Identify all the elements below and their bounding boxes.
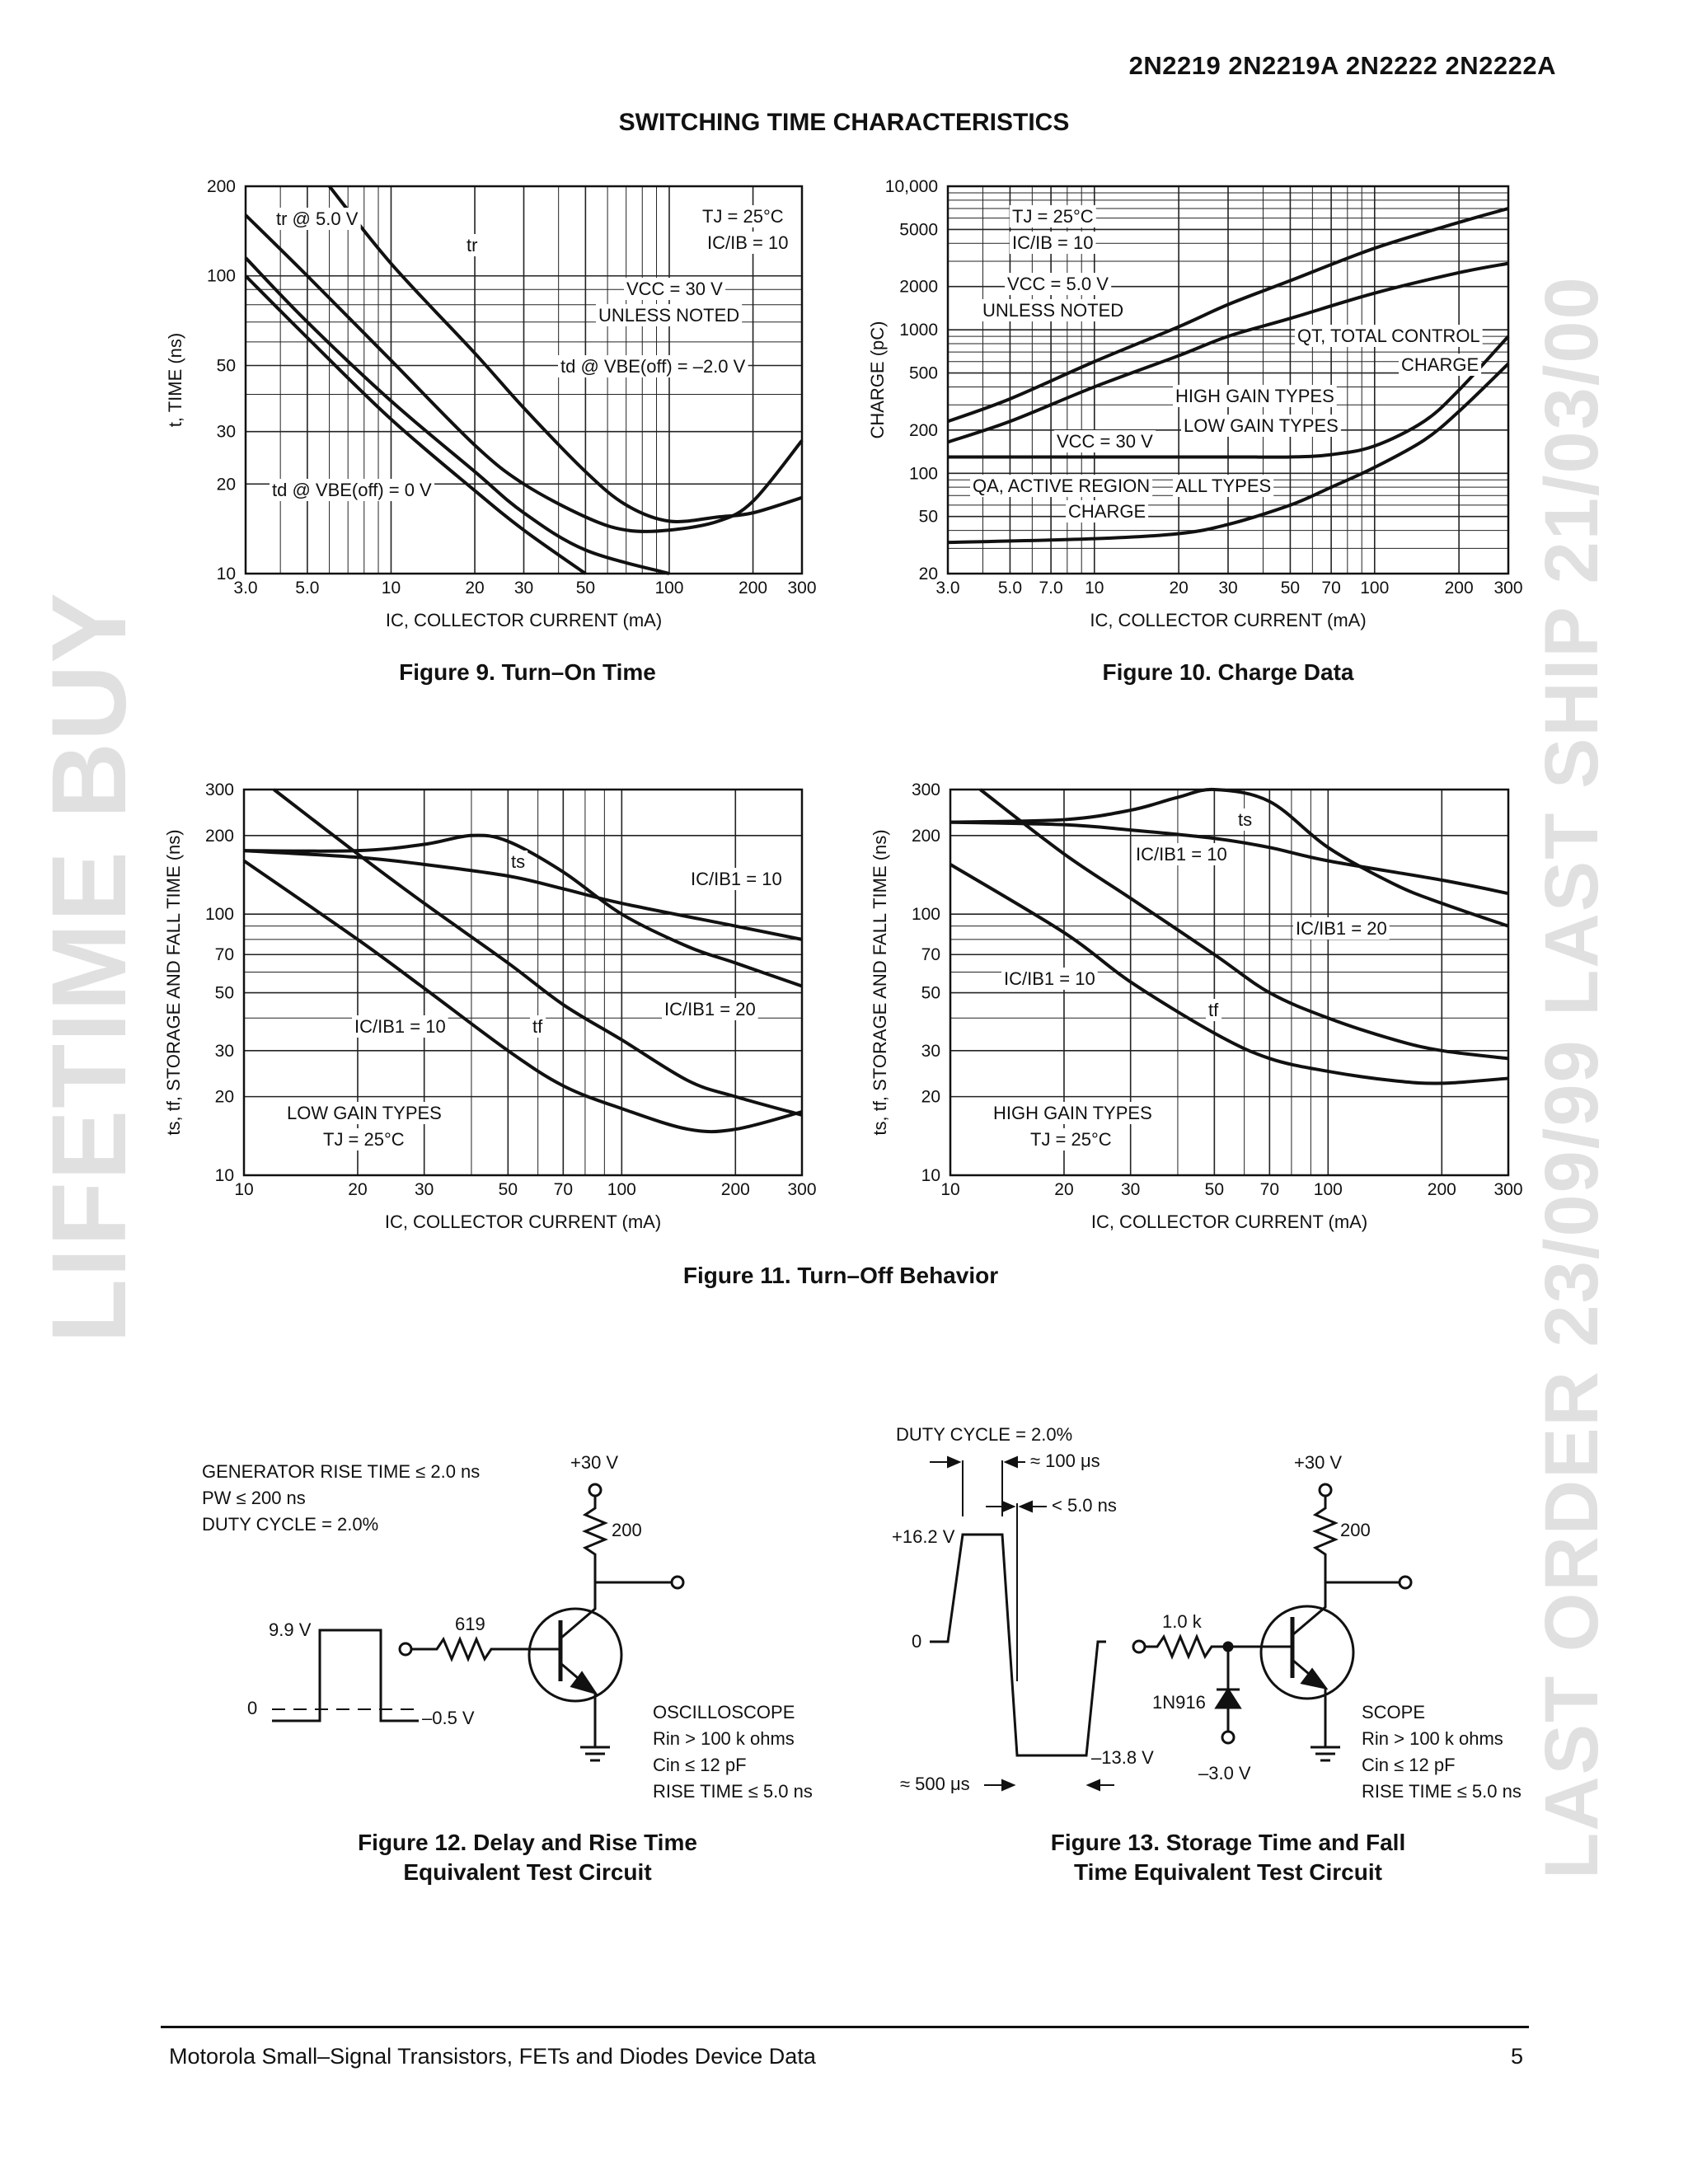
- figure-10-caption: Figure 10. Charge Data: [1102, 659, 1354, 685]
- fig12-ground-icon: [580, 1746, 610, 1762]
- fig13-supply: +30 V: [1294, 1452, 1342, 1473]
- figure-9-caption: Figure 9. Turn–On Time: [399, 659, 656, 685]
- fig13-rise: < 5.0 ns: [1052, 1495, 1117, 1516]
- fig13-bias: –3.0 V: [1198, 1763, 1251, 1783]
- fig13-pulse-low: –13.8 V: [1091, 1747, 1154, 1768]
- fig13-base-resistor: 1.0 k: [1162, 1611, 1203, 1632]
- fig12-transistor: [528, 1582, 623, 1747]
- fig12-note-1: GENERATOR RISE TIME ≤ 2.0 ns: [202, 1461, 480, 1482]
- fig12-note-2: PW ≤ 200 ns: [202, 1488, 306, 1508]
- fig13-pulse-waveform: [930, 1455, 1114, 1792]
- fig12-base-resistor: 619: [455, 1614, 485, 1634]
- fig12-scope-3: Cin ≤ 12 pF: [653, 1755, 747, 1775]
- fig12-collector-network: [582, 1483, 685, 1590]
- fig13-collector-network: [1312, 1483, 1413, 1590]
- fig12-pulse-low: 0: [247, 1698, 257, 1718]
- fig12-pulse-offset: –0.5 V: [422, 1708, 475, 1728]
- fig13-scope-2: Rin > 100 k ohms: [1362, 1728, 1503, 1749]
- fig13-width: ≈ 500 μs: [900, 1774, 970, 1794]
- figure-11-caption: Figure 11. Turn–Off Behavior: [682, 1263, 999, 1288]
- fig12-base-network: [398, 1636, 528, 1662]
- footer-page-number: 5: [1510, 2044, 1523, 2069]
- fig12-scope-4: RISE TIME ≤ 5.0 ns: [653, 1781, 813, 1802]
- fig12-collector-resistor: 200: [612, 1520, 642, 1540]
- fig12-supply: +30 V: [570, 1452, 618, 1473]
- fig13-ground-icon: [1311, 1746, 1340, 1762]
- fig12-pulse-high: 9.9 V: [269, 1619, 312, 1640]
- fig13-scope-1: SCOPE: [1362, 1702, 1425, 1722]
- fig12-scope-1: OSCILLOSCOPE: [653, 1702, 795, 1722]
- section-title: SWITCHING TIME CHARACTERISTICS: [618, 109, 1070, 136]
- fig12-scope-2: Rin > 100 k ohms: [653, 1728, 795, 1749]
- figure-12-caption: Figure 12. Delay and Rise Time Equivalen…: [280, 1828, 775, 1887]
- fig12-pulse-waveform: [272, 1629, 419, 1722]
- fig12-note-3: DUTY CYCLE = 2.0%: [202, 1514, 378, 1535]
- fig13-pulse-high: +16.2 V: [892, 1526, 955, 1547]
- figure-13-caption-line-2: Time Equivalent Test Circuit: [1074, 1859, 1382, 1885]
- fig13-period: ≈ 100 μs: [1030, 1451, 1100, 1471]
- fig13-diode: 1N916: [1152, 1692, 1206, 1713]
- footer-publication: Motorola Small–Signal Transistors, FETs …: [169, 2044, 816, 2069]
- part-numbers: 2N2219 2N2219A 2N2222 2N2222A: [1128, 51, 1556, 80]
- figure-13-caption: Figure 13. Storage Time and Fall Time Eq…: [981, 1828, 1475, 1887]
- fig13-pulse-zero: 0: [912, 1631, 921, 1652]
- figure-13-caption-line-1: Figure 13. Storage Time and Fall: [1050, 1830, 1406, 1855]
- fig13-scope-4: RISE TIME ≤ 5.0 ns: [1362, 1781, 1522, 1802]
- fig13-collector-resistor: 200: [1340, 1520, 1371, 1540]
- fig13-base-network: [1132, 1633, 1259, 1745]
- fig13-scope-3: Cin ≤ 12 pF: [1362, 1755, 1456, 1775]
- figure-12-caption-line-1: Figure 12. Delay and Rise Time: [358, 1830, 697, 1855]
- figure-12-caption-line-2: Equivalent Test Circuit: [403, 1859, 652, 1885]
- fig13-duty-cycle: DUTY CYCLE = 2.0%: [896, 1424, 1072, 1445]
- footer-rule: [161, 2026, 1529, 2028]
- fig13-transistor: [1259, 1582, 1355, 1747]
